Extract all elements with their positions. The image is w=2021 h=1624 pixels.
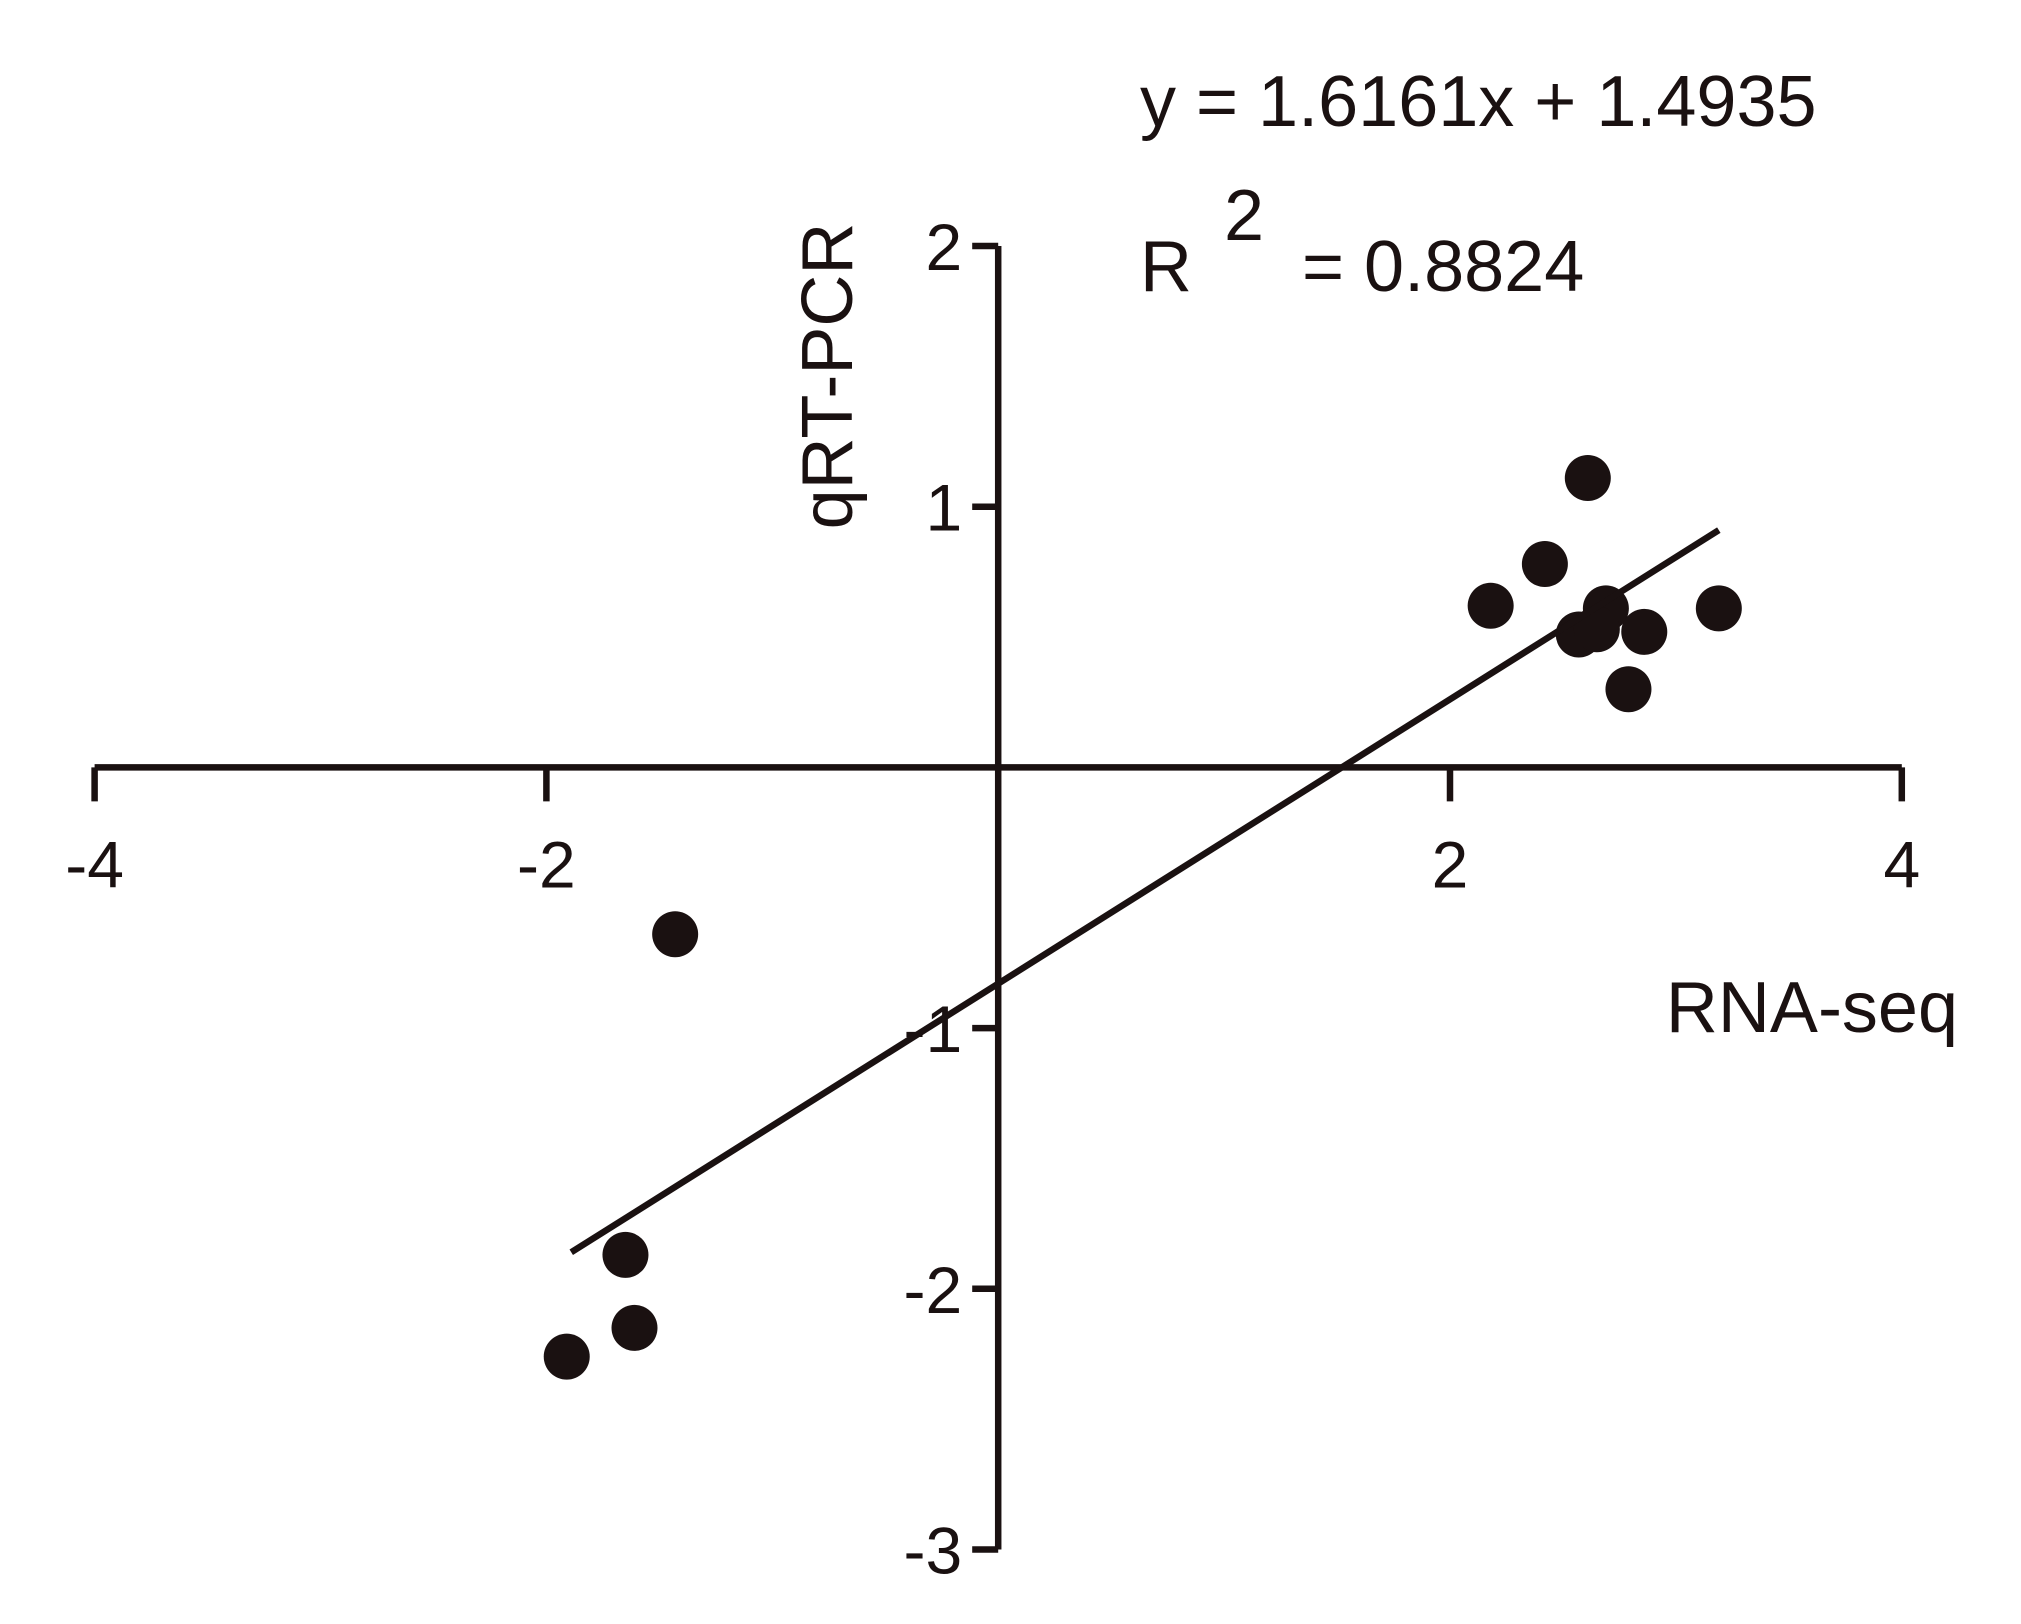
r-squared-exponent: 2 xyxy=(1224,176,1264,256)
point xyxy=(1467,582,1514,629)
point xyxy=(1521,541,1568,588)
y-tick-label: -3 xyxy=(904,1514,963,1588)
y-tick-label: 2 xyxy=(925,210,962,284)
y-tick-label: -1 xyxy=(904,992,963,1066)
point xyxy=(652,911,699,958)
point xyxy=(543,1333,590,1380)
y-tick-label: 1 xyxy=(925,471,962,545)
y-axis-title: qRT-PCR xyxy=(788,223,868,530)
point xyxy=(1573,606,1620,653)
x-tick-label: -2 xyxy=(517,827,576,901)
point xyxy=(1564,455,1611,502)
x-axis-title: RNA-seq xyxy=(1666,968,1958,1048)
r-squared-value: = 0.8824 xyxy=(1302,227,1584,307)
x-tick-label: 2 xyxy=(1432,827,1469,901)
point xyxy=(1621,608,1668,655)
point xyxy=(602,1231,649,1278)
x-tick-label: -4 xyxy=(65,827,124,901)
equation: y = 1.6161x + 1.4935 xyxy=(1140,62,1817,142)
point xyxy=(1605,666,1652,713)
point xyxy=(611,1304,658,1351)
point xyxy=(1695,585,1742,632)
y-tick-label: -2 xyxy=(904,1253,963,1327)
fit-line xyxy=(569,527,1721,1256)
r-squared-label: R xyxy=(1140,227,1192,307)
x-tick-label: 4 xyxy=(1883,827,1920,901)
